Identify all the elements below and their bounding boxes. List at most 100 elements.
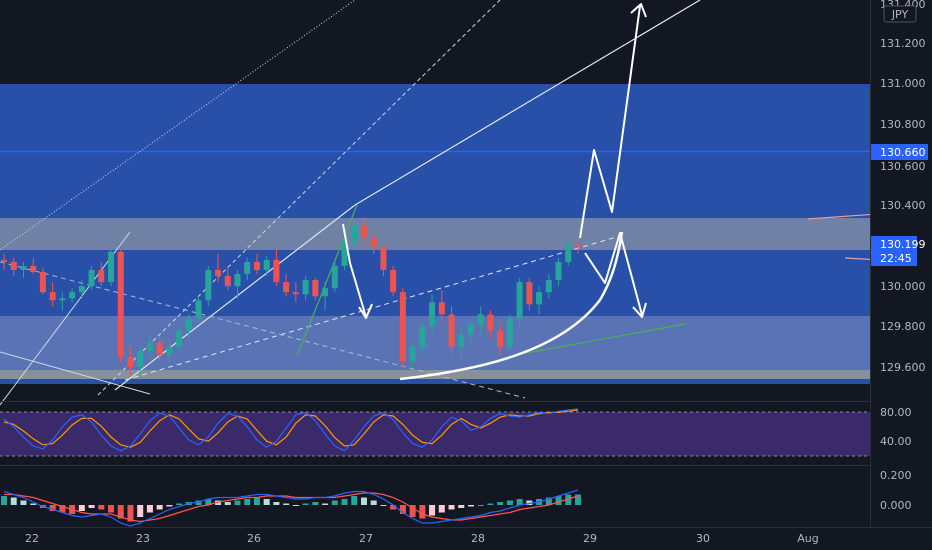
macd-bar	[215, 500, 222, 505]
candle	[448, 314, 455, 347]
candle	[108, 251, 115, 283]
candle	[380, 247, 387, 270]
dashed-channel-upper[interactable]	[97, 0, 501, 396]
macd-bar	[497, 502, 504, 505]
price-label-131000: 131.000	[880, 77, 926, 90]
bullish-projection-arrow-head[interactable]	[630, 3, 647, 18]
candle	[487, 314, 494, 331]
stochastic-pane[interactable]	[0, 401, 870, 457]
macd-bar	[176, 503, 183, 505]
resistance-zone	[0, 218, 870, 250]
time-label-28: 28	[471, 532, 485, 545]
candle	[419, 326, 426, 347]
macd-label-0200: 0.200	[880, 469, 912, 482]
candle	[244, 261, 251, 275]
trend-line-low[interactable]	[0, 351, 151, 395]
bearish-projection-arrow[interactable]	[584, 232, 643, 316]
macd-bar	[390, 505, 397, 510]
macd-bar	[49, 505, 56, 511]
candle	[59, 298, 66, 301]
macd-histogram	[1, 494, 581, 522]
macd-bar	[20, 500, 27, 505]
green-support-line[interactable]	[514, 323, 686, 356]
time-label-26: 26	[247, 532, 261, 545]
last-price-value: 130.199	[880, 238, 926, 251]
last-price-tag[interactable]	[871, 236, 917, 266]
price-label-130000: 130.000	[880, 280, 926, 293]
macd-bar	[312, 502, 319, 505]
currency-badge[interactable]	[883, 5, 917, 23]
candle	[88, 269, 95, 287]
macd-bar	[526, 500, 533, 505]
down-arrow-left-head[interactable]	[358, 303, 373, 319]
trend-line-long[interactable]	[354, 0, 701, 206]
macd-bar	[292, 505, 299, 506]
candle	[409, 346, 416, 361]
candle	[370, 237, 377, 248]
candle	[39, 271, 46, 293]
projection-arrows[interactable]	[342, 3, 647, 319]
candle	[360, 225, 367, 238]
price-axis[interactable]: 131.400 JPY 131.200 131.000 130.800 130.…	[870, 0, 932, 527]
candle	[127, 356, 134, 367]
macd-bar	[575, 494, 581, 505]
candle	[273, 259, 280, 283]
time-label-27: 27	[359, 532, 373, 545]
candle	[390, 269, 397, 293]
candle	[292, 292, 299, 295]
candle	[224, 276, 231, 287]
macd-bar	[1, 496, 7, 505]
candle	[429, 302, 436, 327]
candle	[166, 346, 173, 355]
time-label-29: 29	[583, 532, 597, 545]
candle	[506, 318, 513, 347]
macd-bar	[370, 500, 377, 505]
price-label-130600: 130.600	[880, 160, 926, 173]
macd-bar	[263, 499, 270, 505]
down-arrow-left[interactable]	[342, 223, 367, 318]
macd-bar	[429, 505, 436, 516]
bearish-projection-arrow-head[interactable]	[632, 302, 647, 318]
macd-bar	[360, 497, 367, 505]
level-price-value: 130.660	[880, 146, 926, 159]
price-zones	[0, 84, 870, 384]
macd-bar	[30, 503, 37, 505]
candle	[497, 330, 504, 347]
green-trend-line[interactable]	[296, 204, 358, 357]
macd-bar	[302, 503, 309, 505]
dashed-descending-line[interactable]	[0, 261, 526, 399]
candle	[575, 245, 581, 247]
bullish-projection-arrow[interactable]	[579, 5, 641, 239]
macd-bar	[195, 500, 202, 505]
candle	[438, 302, 445, 315]
macd-bar	[409, 505, 416, 517]
time-axis[interactable]: 22 23 26 27 28 29 30 Aug	[0, 527, 932, 546]
macd-bar	[322, 503, 329, 505]
price-label-129800: 129.800	[880, 320, 926, 333]
candle	[263, 259, 270, 270]
macd-pane[interactable]	[0, 465, 870, 527]
macd-bar	[341, 499, 348, 505]
candle	[283, 282, 290, 293]
candle	[351, 225, 358, 242]
dotted-channel-line[interactable]	[0, 0, 356, 251]
dashed-channel-lower[interactable]	[124, 235, 621, 381]
candle	[156, 342, 163, 355]
candle	[331, 265, 338, 289]
candle	[117, 251, 124, 357]
trend-line-support[interactable]	[114, 204, 356, 391]
candle	[302, 280, 309, 295]
macd-bar	[137, 505, 144, 517]
macd-line	[3, 489, 579, 527]
candlestick-series	[1, 217, 581, 376]
macd-bar	[10, 497, 17, 505]
macd-bar	[283, 503, 290, 505]
macd-bar	[477, 505, 484, 506]
cup-curve[interactable]	[399, 231, 624, 381]
level-price-tag[interactable]	[871, 144, 928, 160]
macd-bar	[253, 497, 260, 505]
drawing-tools[interactable]	[0, 0, 932, 406]
stoch-label-40: 40.00	[880, 435, 912, 448]
